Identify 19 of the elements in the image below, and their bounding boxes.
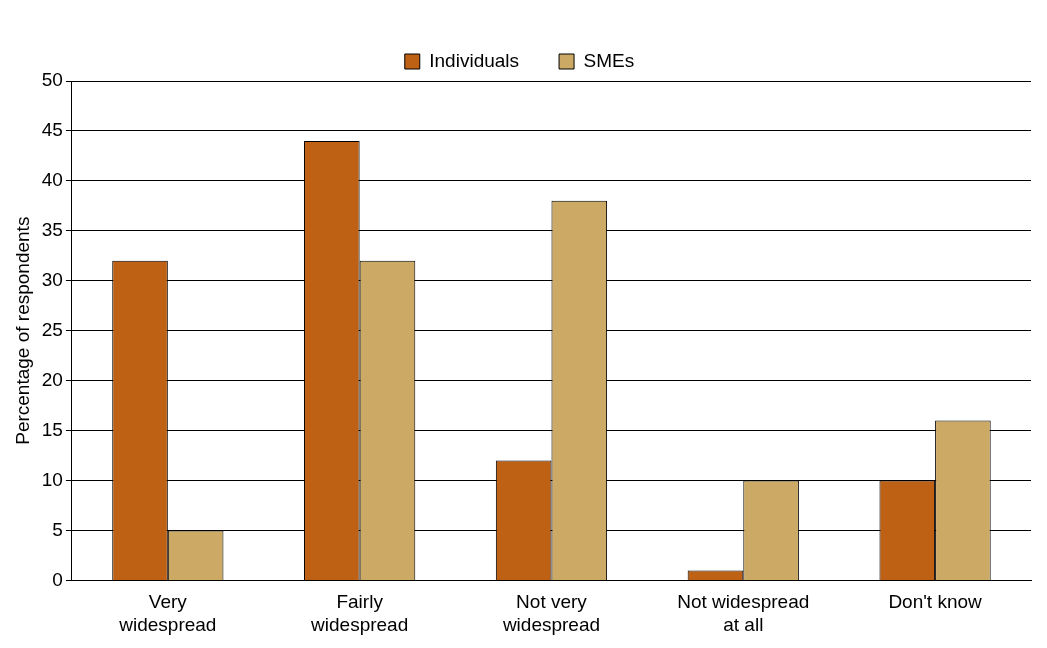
x-tick-label: Fairly widespread bbox=[310, 591, 409, 635]
y-tick-label: 0 bbox=[52, 568, 63, 590]
legend-label: Individuals bbox=[429, 49, 520, 71]
x-tick-label: Not very widespread bbox=[501, 591, 601, 635]
y-tick-label: 40 bbox=[41, 169, 63, 191]
y-tick-label: 15 bbox=[41, 418, 63, 440]
x-tick-label: Very widespread bbox=[118, 591, 217, 635]
x-tick-label: Not widespread at all bbox=[677, 591, 810, 635]
legend-label: SMEs bbox=[583, 49, 635, 71]
y-tick-label: 35 bbox=[41, 219, 63, 241]
y-tick-label: 30 bbox=[41, 268, 63, 290]
y-tick-label: 50 bbox=[41, 69, 63, 91]
y-tick-label: 25 bbox=[41, 318, 63, 340]
x-tick-label: Don't know bbox=[888, 591, 983, 613]
y-tick-label: 45 bbox=[41, 119, 63, 141]
y-tick-label: 10 bbox=[41, 468, 63, 490]
y-axis-title: Percentage of respondents bbox=[11, 216, 33, 445]
y-tick-label: 20 bbox=[41, 368, 63, 390]
y-tick-label: 5 bbox=[52, 518, 63, 540]
